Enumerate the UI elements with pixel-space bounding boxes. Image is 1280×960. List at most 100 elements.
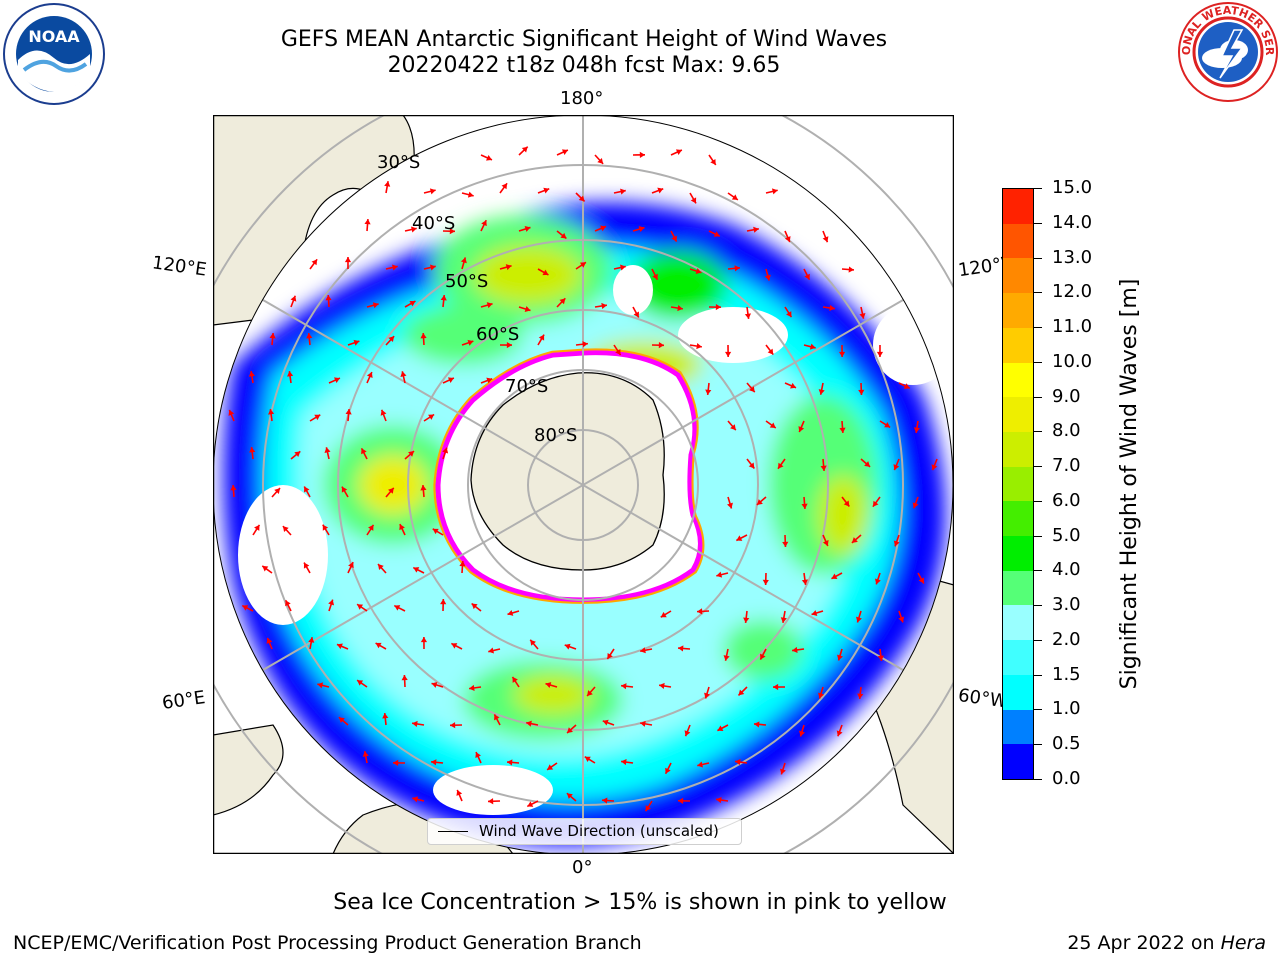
wave-direction-arrowhead (384, 181, 391, 187)
wave-direction-arrowhead (451, 643, 458, 649)
colorbar-tick-label: 14.0 (1052, 211, 1093, 233)
wave-direction-arrowhead (748, 462, 755, 469)
wave-direction-arrowhead (597, 157, 604, 164)
wave-direction-arrowhead (450, 722, 456, 729)
wave-direction-arrowhead (467, 339, 474, 346)
wave-direction-arrowhead (818, 389, 825, 395)
wave-direction-arrowhead (408, 451, 414, 457)
wave-direction-arrowhead (481, 220, 487, 227)
wave-direction-arrowhead (338, 717, 345, 723)
wave-direction-arrowhead (469, 684, 475, 691)
colorbar-segment (1003, 605, 1033, 641)
chart-subtitle: 20220422 t18z 048h fcst Max: 9.65 (387, 53, 781, 78)
wave-direction-arrowhead (736, 535, 743, 541)
wave-direction-arrowhead (431, 759, 437, 766)
colorbar-segment (1003, 258, 1033, 294)
wave-direction-arrowhead (640, 720, 646, 727)
wave-direction-arrowhead (913, 427, 920, 433)
wave-direction-arrowhead (440, 599, 447, 605)
wave-direction-arrowhead (269, 333, 276, 339)
wave-direction-arrowhead (230, 485, 237, 491)
wave-direction-arrowhead (336, 643, 343, 650)
lon-label-120e: 120°E (150, 252, 208, 281)
colorbar-tick-label: 10.0 (1052, 350, 1093, 372)
wave-direction-arrowhead (567, 727, 573, 734)
wave-direction-arrowhead (657, 187, 664, 194)
wave-direction-arrowhead (582, 341, 588, 348)
wave-direction-arrowhead (724, 351, 732, 357)
wave-direction-arrowhead (345, 409, 352, 415)
wave-direction-arrowhead (876, 351, 884, 357)
wave-direction-arrowhead (615, 349, 621, 356)
wave-direction-arrowhead (308, 637, 315, 643)
wave-direction-arrowhead (704, 692, 710, 699)
wave-direction-arrowhead (333, 377, 340, 383)
colorbar-tick-label: 5.0 (1052, 524, 1081, 546)
lon-label-0: 0° (572, 857, 593, 878)
lon-label-60e: 60°E (160, 687, 207, 714)
lat-label-80s: 80°S (534, 425, 578, 446)
wave-direction-arrowhead (375, 642, 382, 649)
wave-direction-arrowhead (285, 600, 291, 607)
wave-direction-arrowhead (903, 383, 910, 389)
wave-direction-arrowhead (859, 313, 866, 319)
wave-direction-arrowhead (621, 683, 627, 690)
wave-direction-arrowhead (705, 389, 712, 395)
wave-direction-arrowhead (838, 351, 846, 357)
colorbar-tick-label: 2.0 (1052, 628, 1081, 650)
lat-label-60s: 60°S (476, 324, 520, 345)
wave-direction-arrowhead (684, 730, 691, 737)
wave-direction-arrowhead (640, 647, 646, 654)
colorbar-tick (1034, 327, 1042, 329)
wave-direction-arrowhead (521, 146, 528, 153)
wave-direction-arrowhead (851, 537, 858, 543)
wave-direction-arrowhead (447, 377, 454, 383)
wave-direction-arrowhead (744, 313, 751, 319)
wave-direction-arrowhead (507, 759, 513, 766)
wave-direction-arrowhead (645, 805, 651, 812)
colorbar-tick (1034, 396, 1042, 398)
wave-direction-arrowhead (792, 646, 798, 653)
wave-direction-arrowhead (771, 188, 778, 195)
colorbar-tick (1034, 292, 1042, 294)
wave-direction-arrowhead (767, 348, 774, 355)
wave-direction-arrowhead (344, 257, 352, 263)
wave-direction-arrowhead (524, 306, 531, 312)
colorbar-tick (1034, 709, 1042, 711)
colorbar-segment (1003, 466, 1033, 502)
wave-direction-arrowhead (412, 720, 418, 728)
colorbar-tick-label: 0.0 (1052, 768, 1081, 789)
wave-direction-arrowhead (368, 524, 374, 531)
wave-direction-arrowhead (254, 524, 260, 531)
lon-label-180: 180° (560, 88, 604, 109)
wave-direction-arrowhead (449, 228, 455, 235)
wave-direction-arrowhead (545, 682, 552, 689)
colorbar-segment (1003, 744, 1033, 779)
wave-direction-arrowhead (400, 371, 407, 378)
wave-direction-arrowhead (730, 424, 736, 431)
wave-direction-arrowhead (931, 464, 938, 471)
wave-direction-arrowhead (837, 654, 843, 661)
wave-direction-arrowhead (660, 611, 667, 618)
wave-direction-arrowhead (409, 300, 416, 307)
wave-direction-arrowhead (242, 605, 249, 611)
wave-direction-arrowhead (348, 562, 354, 569)
wave-direction-arrowhead (620, 188, 626, 195)
wave-direction-arrowhead (248, 371, 255, 377)
wave-direction-arrowhead (411, 226, 417, 233)
wave-direction-arrowhead (459, 561, 466, 567)
map-legend: Wind Wave Direction (unscaled) (427, 818, 742, 845)
wave-direction-arrowhead (743, 617, 750, 623)
map-border (213, 115, 954, 854)
wave-direction-arrowhead (382, 713, 389, 719)
wave-direction-arrowhead (564, 643, 571, 650)
wave-direction-arrowhead (735, 759, 741, 766)
wave-direction-arrowhead (734, 265, 740, 272)
wave-direction-arrowhead (600, 225, 607, 232)
colorbar-tick (1034, 744, 1042, 746)
wave-direction-arrowhead (801, 503, 808, 509)
wave-direction-arrowhead (249, 447, 256, 453)
wave-direction-arrowhead (442, 447, 449, 454)
colorbar-segment (1003, 397, 1033, 432)
wave-direction-arrowhead (542, 269, 549, 276)
